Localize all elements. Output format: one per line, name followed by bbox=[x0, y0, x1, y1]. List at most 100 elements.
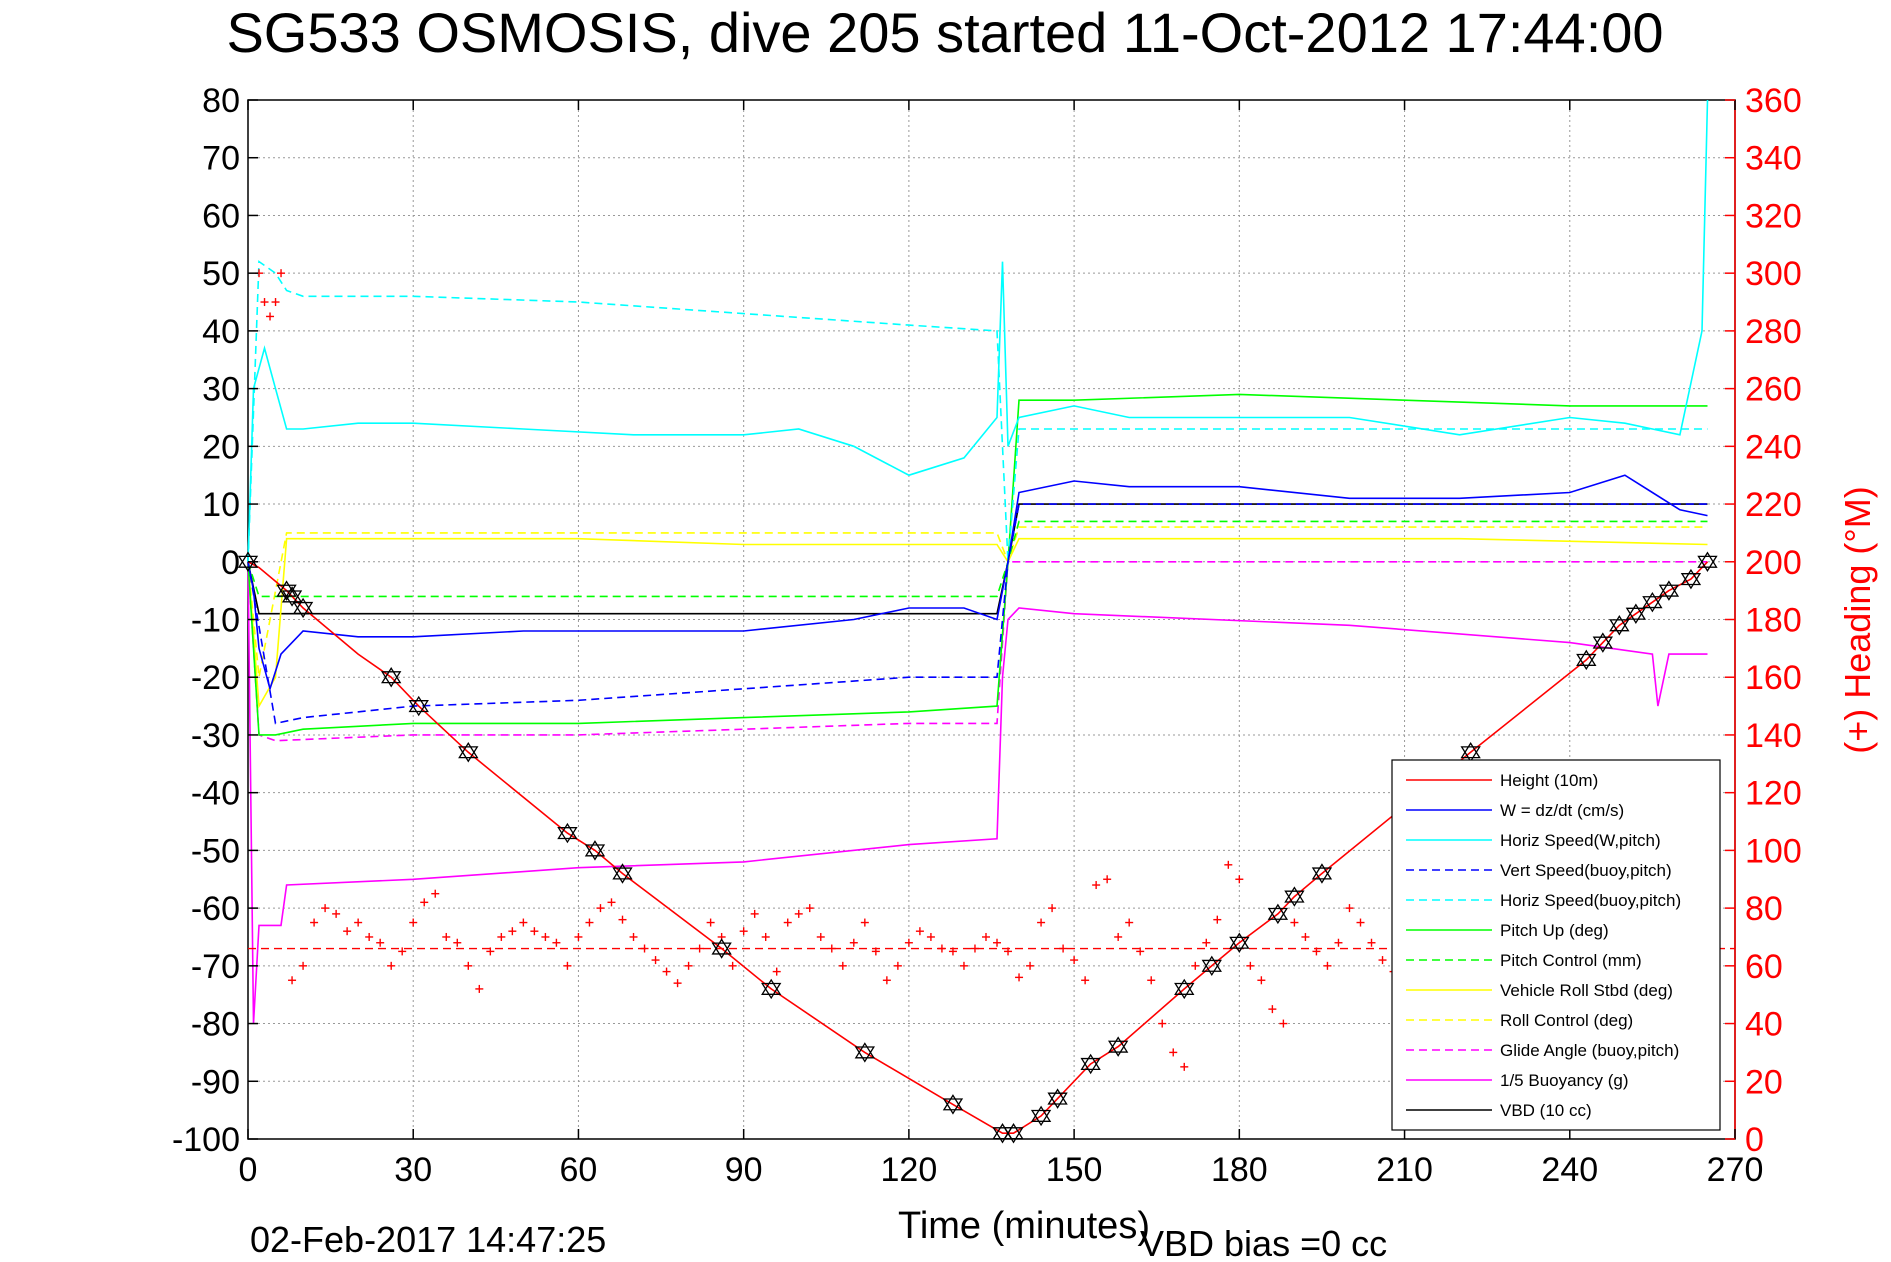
height-marker bbox=[1642, 591, 1663, 613]
heading-point bbox=[1191, 961, 1200, 970]
heading-point bbox=[860, 918, 869, 927]
heading-point bbox=[794, 909, 803, 918]
series-line-2 bbox=[247, 99, 1709, 562]
height-marker bbox=[408, 695, 429, 717]
heading-point bbox=[1235, 875, 1244, 884]
heading-point bbox=[1356, 918, 1365, 927]
y-right-tick-label: 180 bbox=[1745, 602, 1802, 640]
heading-point bbox=[1290, 918, 1299, 927]
heading-point bbox=[629, 932, 638, 941]
heading-point bbox=[1367, 938, 1376, 947]
height-marker bbox=[1284, 886, 1305, 907]
heading-point bbox=[497, 932, 506, 941]
y-left-tick-label: 50 bbox=[202, 255, 240, 293]
heading-point bbox=[431, 889, 440, 898]
y-left-tick-label: -90 bbox=[191, 1063, 240, 1101]
heading-point bbox=[1334, 938, 1343, 947]
heading-point bbox=[420, 898, 429, 907]
x-tick-label: 120 bbox=[881, 1151, 938, 1189]
heading-point bbox=[332, 909, 341, 918]
y-left-tick-label: -20 bbox=[191, 659, 240, 697]
heading-point bbox=[1312, 947, 1321, 956]
height-marker bbox=[1201, 955, 1222, 977]
y-left-tick-label: 20 bbox=[202, 428, 240, 466]
series-line-6 bbox=[247, 520, 1708, 598]
heading-point bbox=[695, 944, 704, 953]
legend-entry: Pitch Up (deg) bbox=[1500, 921, 1609, 940]
y-left-tick-label: -70 bbox=[191, 948, 240, 986]
heading-point bbox=[387, 961, 396, 970]
heading-point bbox=[343, 927, 352, 936]
y-axis-right: 3603403203002802602402202001801601401201… bbox=[1725, 82, 1802, 1159]
legend-entry: Glide Angle (buoy,pitch) bbox=[1500, 1041, 1679, 1060]
heading-point bbox=[849, 938, 858, 947]
series-line-3 bbox=[247, 503, 1708, 725]
heading-point bbox=[882, 976, 891, 985]
height-marker bbox=[1047, 1088, 1068, 1109]
y-right-tick-label: 340 bbox=[1745, 140, 1802, 178]
heading-point bbox=[574, 932, 583, 941]
heading-point bbox=[596, 904, 605, 913]
height-marker bbox=[1080, 1053, 1101, 1075]
y-left-tick-label: -80 bbox=[191, 1006, 240, 1044]
legend-entry: VBD (10 cc) bbox=[1500, 1101, 1592, 1120]
heading-point bbox=[552, 938, 561, 947]
legend-entry: Roll Control (deg) bbox=[1500, 1011, 1633, 1030]
y-right-tick-label: 20 bbox=[1745, 1063, 1783, 1101]
x-tick-label: 270 bbox=[1707, 1151, 1764, 1189]
marker-layer bbox=[237, 551, 1718, 1144]
heading-point bbox=[827, 944, 836, 953]
y-axis-right-label: (+) Heading (°M) bbox=[1837, 486, 1878, 753]
height-marker bbox=[1576, 649, 1597, 671]
heading-point bbox=[706, 918, 715, 927]
heading-point bbox=[321, 904, 330, 913]
heading-point bbox=[1147, 976, 1156, 985]
heading-point bbox=[948, 947, 957, 956]
heading-point bbox=[926, 932, 935, 941]
y-left-tick-label: -50 bbox=[191, 832, 240, 870]
x-tick-label: 210 bbox=[1376, 1151, 1433, 1189]
heading-point bbox=[937, 944, 946, 953]
y-left-tick-label: 30 bbox=[202, 371, 240, 409]
y-right-tick-label: 280 bbox=[1745, 313, 1802, 351]
heading-point bbox=[1103, 875, 1112, 884]
heading-point bbox=[739, 927, 748, 936]
height-marker bbox=[612, 863, 633, 884]
heading-point bbox=[1323, 961, 1332, 970]
heading-point bbox=[1004, 947, 1013, 956]
height-marker bbox=[281, 586, 303, 607]
y-right-tick-label: 300 bbox=[1745, 255, 1802, 293]
heading-point bbox=[1202, 938, 1211, 947]
series-line-11 bbox=[247, 503, 1708, 615]
y-left-tick-label: 40 bbox=[202, 313, 240, 351]
height-marker bbox=[292, 597, 314, 619]
y-right-tick-label: 0 bbox=[1745, 1121, 1764, 1159]
heading-point bbox=[1092, 881, 1101, 890]
heading-point bbox=[530, 927, 539, 936]
x-tick-label: 180 bbox=[1211, 1151, 1268, 1189]
heading-point bbox=[1015, 973, 1024, 982]
series-line-4 bbox=[247, 260, 1708, 562]
heading-point bbox=[981, 932, 990, 941]
height-marker bbox=[854, 1042, 876, 1063]
height-marker bbox=[1003, 1123, 1024, 1144]
heading-point bbox=[893, 961, 902, 970]
heading-point bbox=[1257, 976, 1266, 985]
heading-point bbox=[761, 932, 770, 941]
y-right-tick-label: 80 bbox=[1745, 890, 1783, 928]
height-marker bbox=[1267, 903, 1289, 925]
series-line-8 bbox=[247, 526, 1708, 678]
series-line-10 bbox=[247, 561, 1708, 1024]
heading-point bbox=[1224, 860, 1233, 869]
heading-point bbox=[1180, 1062, 1189, 1071]
heading-point bbox=[1213, 915, 1222, 924]
heading-point bbox=[651, 956, 660, 965]
heading-point bbox=[816, 932, 825, 941]
legend-entry: Pitch Control (mm) bbox=[1500, 951, 1642, 970]
x-tick-label: 240 bbox=[1541, 1151, 1598, 1189]
heading-point bbox=[1081, 976, 1090, 985]
y-left-tick-label: 70 bbox=[202, 140, 240, 178]
y-right-tick-label: 140 bbox=[1745, 717, 1802, 755]
heading-point bbox=[442, 932, 451, 941]
